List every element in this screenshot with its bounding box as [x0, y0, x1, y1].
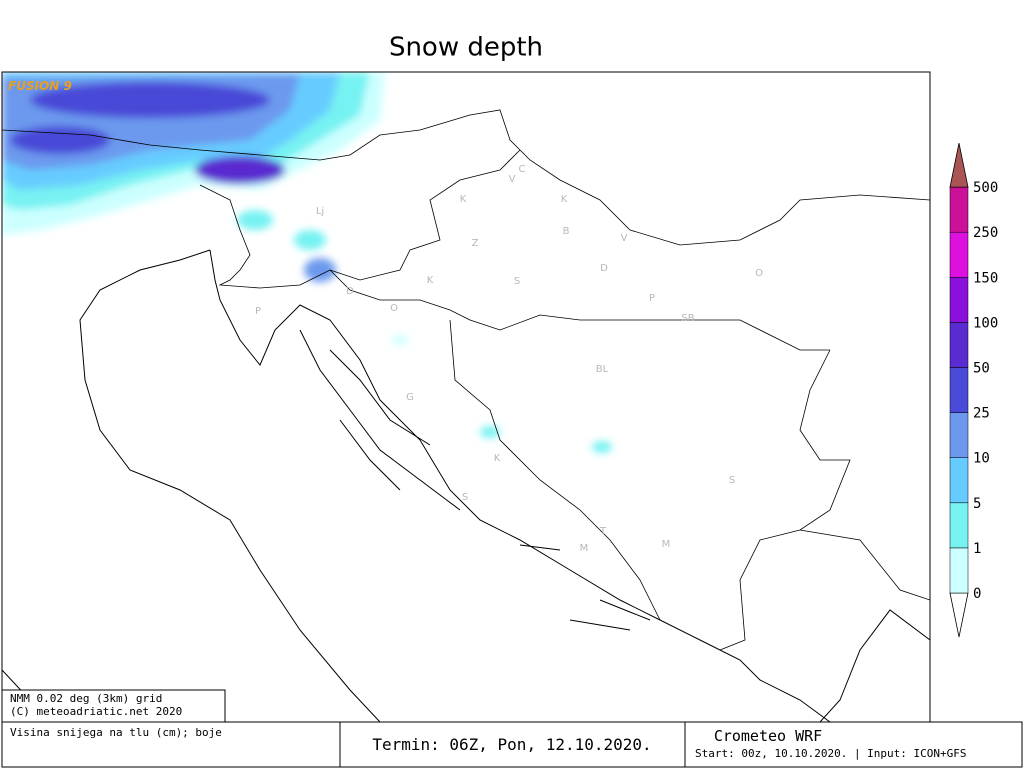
- colorbar-label: 5: [973, 496, 981, 512]
- place-label: C: [519, 164, 526, 175]
- colorbar-bottom-arrow: [949, 592, 969, 638]
- place-label: T: [599, 526, 607, 537]
- place-label: S: [462, 492, 468, 503]
- place-label: K: [561, 194, 568, 205]
- colorbar-band: [949, 186, 969, 233]
- watermark: FUSION 9: [8, 79, 72, 93]
- variable-label: Visina snijega na tlu (cm); boje: [10, 726, 222, 739]
- colorbar-label: 1: [973, 541, 981, 557]
- valid-time: Termin: 06Z, Pon, 12.10.2020.: [372, 735, 651, 754]
- place-label: K: [427, 275, 434, 286]
- colorbar-band: [949, 277, 969, 323]
- colorbar-label: 500: [973, 180, 998, 196]
- colorbar-label: 0: [973, 586, 981, 602]
- model-name: Crometeo WRF: [714, 727, 822, 745]
- place-label: Z: [472, 238, 479, 249]
- place-label: O: [755, 268, 763, 279]
- colorbar-top-arrow: [949, 143, 969, 188]
- colorbar-label: 10: [973, 451, 990, 467]
- map-title: Snow depth: [389, 33, 543, 63]
- colorbar-band: [949, 457, 969, 504]
- borders: [2, 109, 930, 651]
- colorbar-band: [949, 367, 969, 413]
- place-label: P: [649, 293, 655, 304]
- place-label: V: [509, 174, 516, 185]
- place-label: G: [406, 392, 414, 403]
- colorbar-band: [949, 412, 969, 458]
- colorbar-label: 150: [973, 270, 998, 286]
- place-label: O: [390, 303, 398, 314]
- place-label: V: [621, 233, 628, 244]
- place-label: K: [460, 194, 467, 205]
- snow-field: [2, 72, 612, 453]
- place-label: SB: [681, 313, 694, 324]
- footer: NMM 0.02 deg (3km) grid (C) meteoadriati…: [1, 689, 1023, 768]
- colorbar-label: 25: [973, 406, 990, 422]
- place-label: D: [346, 286, 354, 297]
- place-label: Lj: [316, 206, 324, 217]
- colorbar-band: [949, 547, 969, 594]
- colorbar-band: [949, 322, 969, 368]
- place-label: B: [563, 226, 570, 237]
- place-label: K: [494, 453, 501, 464]
- place-label: M: [662, 539, 671, 550]
- run-info: Start: 00z, 10.10.2020. | Input: ICON+GF…: [695, 747, 967, 760]
- place-label: D: [600, 263, 608, 274]
- colorbar-band: [949, 231, 969, 278]
- model-info: (C) meteoadriatic.net 2020: [10, 705, 182, 718]
- place-label: M: [580, 543, 589, 554]
- colorbar-label: 50: [973, 361, 990, 377]
- model-info: NMM 0.02 deg (3km) grid: [10, 692, 162, 705]
- place-label: BL: [596, 364, 609, 375]
- colorbar-label: 250: [973, 225, 998, 241]
- place-label: S: [514, 276, 520, 287]
- colorbar-band: [949, 502, 969, 549]
- colorbar: 0 1 5 10 25 50 100 150 250 500: [949, 143, 998, 638]
- place-label: S: [729, 475, 735, 486]
- place-label: P: [255, 306, 261, 317]
- colorbar-label: 100: [973, 315, 998, 331]
